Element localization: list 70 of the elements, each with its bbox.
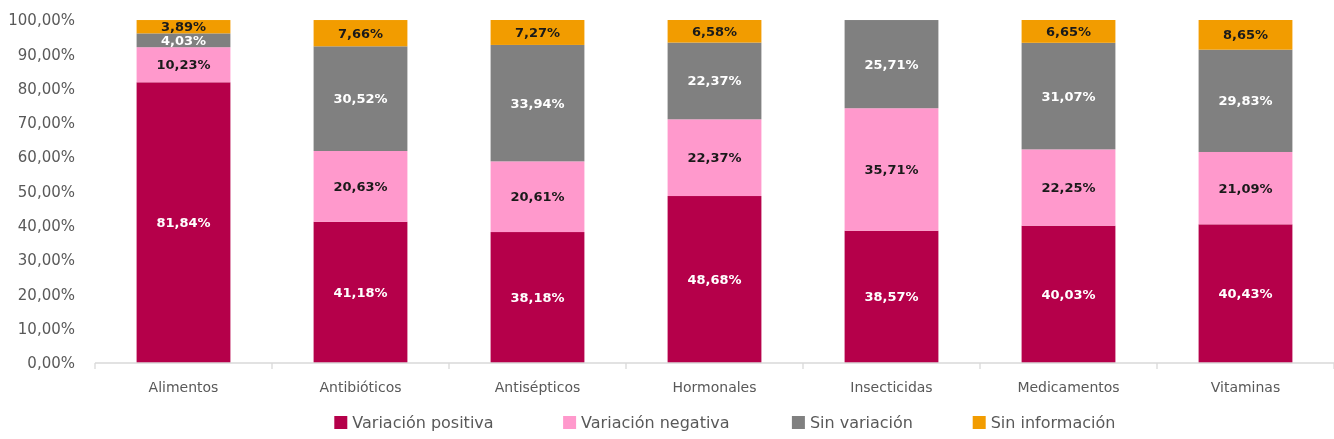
bar [844,20,939,109]
bar [667,119,762,197]
y-tick-label: 60,00% [17,148,75,167]
bar [1198,49,1293,152]
y-tick-label: 100,00% [8,11,75,30]
bar [667,196,762,363]
legend-label: Sin información [990,413,1116,432]
data-label: 10,23% [156,57,211,73]
y-tick-label: 20,00% [17,285,75,304]
y-tick-label: 50,00% [17,182,75,201]
y-tick-label: 80,00% [17,79,75,98]
data-label: 48,68% [687,272,742,288]
y-tick-label: 90,00% [17,45,75,64]
y-tick-label: 30,00% [17,251,75,270]
data-label: 22,25% [1041,180,1096,196]
data-label: 38,57% [864,289,919,305]
bar [1021,225,1116,363]
bar [490,161,585,233]
x-tick-label: Antibióticos [319,379,402,395]
bar [844,108,939,231]
data-label: 22,37% [687,150,742,166]
bar [490,232,585,363]
data-label: 35,71% [864,162,919,178]
data-label: 6,65% [1045,23,1092,39]
data-label: 40,03% [1041,286,1096,302]
bar [1198,224,1293,363]
data-label: 25,71% [864,56,919,72]
bar [1021,42,1116,150]
data-label: 29,83% [1218,93,1273,109]
data-label: 31,07% [1041,88,1096,104]
data-label: 8,65% [1222,27,1269,43]
y-tick-label: 40,00% [17,217,75,236]
data-label: 3,89% [160,19,207,35]
bar [313,46,408,151]
data-label: 20,61% [510,189,565,205]
legend-label: Variación positiva [352,413,494,432]
x-tick-label: Vitaminas [1210,379,1281,395]
data-label: 40,43% [1218,286,1273,302]
bar [1021,149,1116,226]
legend-label: Variación negativa [581,413,730,432]
bar [313,150,408,222]
y-tick-label: 70,00% [17,114,75,133]
x-tick-label: Medicamentos [1017,379,1120,395]
bar [1198,151,1293,225]
data-label: 4,03% [160,32,207,48]
data-label: 7,27% [514,25,561,41]
bar [136,47,231,83]
data-label: 7,66% [337,25,384,41]
bar [667,42,762,120]
x-tick-label: Antisépticos [494,379,581,395]
bar [490,44,585,162]
bar [136,82,231,363]
data-label: 41,18% [333,284,388,300]
y-tick-label: 10,00% [17,319,75,338]
bar [313,221,408,363]
legend-label: Sin variación [809,413,914,432]
data-label: 6,58% [691,23,738,39]
data-label: 33,94% [510,95,565,111]
data-label: 38,18% [510,290,565,306]
data-label: 20,63% [333,178,388,194]
bar [844,230,939,363]
x-tick-label: Hormonales [672,379,757,395]
data-label: 81,84% [156,215,211,231]
data-label: 30,52% [333,91,388,107]
y-tick-label: 0,00% [27,354,75,373]
x-tick-label: Insecticidas [850,379,933,395]
data-label: 22,37% [687,73,742,89]
data-label: 21,09% [1218,180,1273,196]
bar [1198,20,1293,50]
x-tick-label: Alimentos [148,379,219,395]
